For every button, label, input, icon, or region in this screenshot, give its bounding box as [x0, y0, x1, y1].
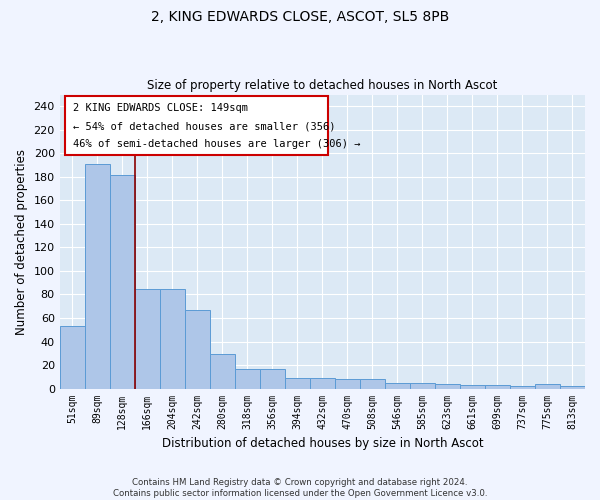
- Bar: [210, 354, 235, 388]
- Bar: [510, 386, 535, 388]
- Bar: [110, 174, 135, 388]
- Bar: [385, 382, 410, 388]
- Text: 46% of semi-detached houses are larger (306) →: 46% of semi-detached houses are larger (…: [73, 139, 360, 149]
- Bar: [560, 386, 585, 388]
- Title: Size of property relative to detached houses in North Ascot: Size of property relative to detached ho…: [147, 79, 497, 92]
- Bar: [360, 379, 385, 388]
- Bar: [435, 384, 460, 388]
- Bar: [460, 385, 485, 388]
- Bar: [185, 310, 210, 388]
- Bar: [235, 368, 260, 388]
- Bar: [260, 368, 285, 388]
- Bar: [160, 288, 185, 388]
- Bar: [285, 378, 310, 388]
- Bar: [310, 378, 335, 388]
- Text: Contains HM Land Registry data © Crown copyright and database right 2024.
Contai: Contains HM Land Registry data © Crown c…: [113, 478, 487, 498]
- Bar: [410, 382, 435, 388]
- Y-axis label: Number of detached properties: Number of detached properties: [15, 148, 28, 334]
- Text: 2, KING EDWARDS CLOSE, ASCOT, SL5 8PB: 2, KING EDWARDS CLOSE, ASCOT, SL5 8PB: [151, 10, 449, 24]
- Bar: [335, 379, 360, 388]
- Text: 2 KING EDWARDS CLOSE: 149sqm: 2 KING EDWARDS CLOSE: 149sqm: [73, 104, 248, 114]
- Bar: [135, 288, 160, 388]
- X-axis label: Distribution of detached houses by size in North Ascot: Distribution of detached houses by size …: [161, 437, 483, 450]
- Text: ← 54% of detached houses are smaller (356): ← 54% of detached houses are smaller (35…: [73, 121, 335, 131]
- FancyBboxPatch shape: [65, 96, 328, 155]
- Bar: [85, 164, 110, 388]
- Bar: [485, 385, 510, 388]
- Bar: [535, 384, 560, 388]
- Bar: [59, 326, 85, 388]
